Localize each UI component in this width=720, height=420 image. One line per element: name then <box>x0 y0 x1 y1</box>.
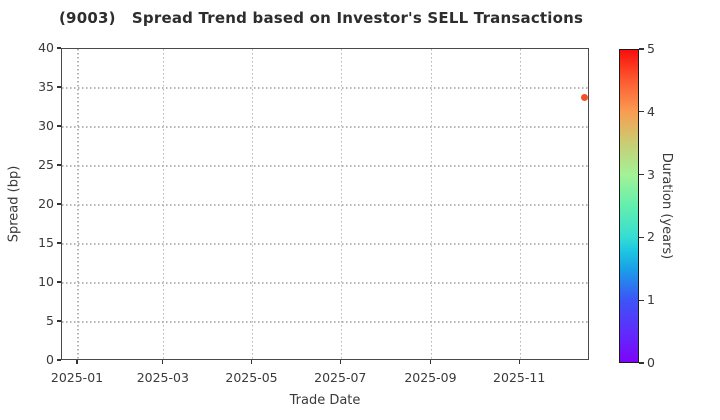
y-tick-label: 20 <box>38 196 54 211</box>
x-gridline <box>77 49 79 359</box>
x-tick-mark <box>339 360 341 364</box>
y-gridline <box>62 87 588 89</box>
colorbar-tick-mark <box>639 299 644 301</box>
y-tick-mark <box>56 281 61 283</box>
colorbar-tick-label: 0 <box>647 355 655 370</box>
x-tick-label: 2025-11 <box>493 370 546 385</box>
y-tick-mark <box>56 47 61 49</box>
scatter-point <box>581 94 589 102</box>
y-gridline <box>62 282 588 284</box>
y-tick-mark <box>56 359 61 361</box>
y-tick-label: 10 <box>38 274 54 289</box>
y-tick-label: 40 <box>38 40 54 55</box>
y-gridline <box>62 204 588 206</box>
colorbar-tick-mark <box>639 236 644 238</box>
colorbar-tick-label: 2 <box>647 229 655 245</box>
x-tick-mark <box>518 360 520 364</box>
colorbar-tick-mark <box>639 111 644 113</box>
colorbar-tick-mark <box>639 362 644 364</box>
x-tick-label: 2025-05 <box>225 370 278 385</box>
colorbar-tick-label: 1 <box>647 292 655 308</box>
plot-area <box>61 48 589 360</box>
y-tick-label: 35 <box>38 79 54 94</box>
colorbar-tick-mark <box>639 174 644 176</box>
y-tick-mark <box>56 203 61 205</box>
y-tick-label: 0 <box>46 352 54 367</box>
x-tick-label: 2025-07 <box>314 370 367 385</box>
y-tick-label: 30 <box>38 118 54 133</box>
y-gridline <box>62 321 588 323</box>
y-gridline <box>62 243 588 245</box>
x-gridline <box>251 49 254 359</box>
colorbar-label: Duration (years) <box>659 152 674 260</box>
x-tick-mark <box>250 360 253 364</box>
y-gridline <box>62 165 588 167</box>
x-gridline <box>430 49 433 359</box>
colorbar <box>619 49 639 363</box>
y-gridline <box>62 126 588 128</box>
x-tick-mark <box>429 360 432 364</box>
colorbar-tick-label: 4 <box>647 103 655 119</box>
chart-title: (9003) Spread Trend based on Investor's … <box>59 9 584 27</box>
x-tick-mark <box>76 360 78 364</box>
x-gridline <box>519 49 521 359</box>
x-tick-label: 2025-01 <box>50 370 104 385</box>
y-tick-mark <box>56 86 61 88</box>
colorbar-tick-mark <box>639 48 644 50</box>
x-tick-mark <box>162 360 164 364</box>
y-tick-mark <box>56 125 61 127</box>
y-tick-label: 5 <box>46 313 54 328</box>
y-tick-mark <box>56 320 61 322</box>
x-tick-label: 2025-03 <box>136 370 189 385</box>
y-tick-label: 15 <box>38 235 54 250</box>
x-axis-label: Trade Date <box>289 393 361 408</box>
x-tick-label: 2025-09 <box>404 370 457 385</box>
colorbar-tick-label: 5 <box>647 41 655 56</box>
y-tick-mark <box>56 164 61 166</box>
x-gridline <box>163 49 165 359</box>
x-gridline <box>340 49 342 359</box>
y-tick-mark <box>56 242 61 244</box>
y-tick-label: 25 <box>38 157 54 172</box>
colorbar-tick-label: 3 <box>647 166 655 182</box>
